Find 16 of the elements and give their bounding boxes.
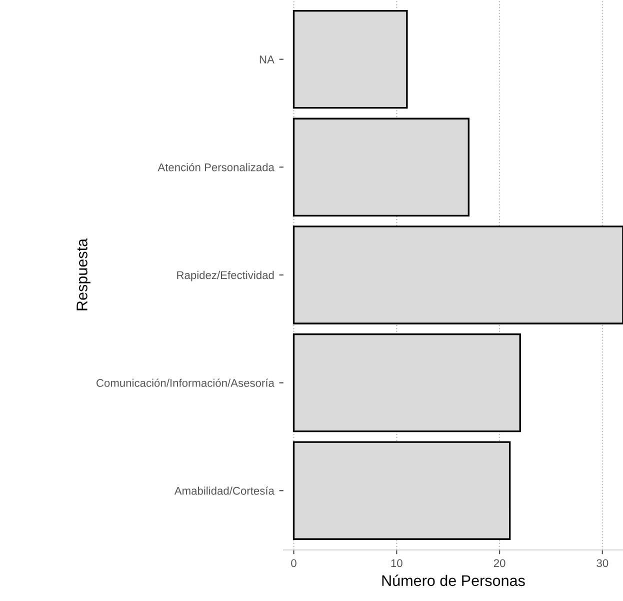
- x-axis-title: Número de Personas: [382, 574, 525, 586]
- bar: [292, 10, 408, 109]
- x-tick-label: 20: [494, 559, 506, 568]
- x-tick-label: 30: [596, 559, 608, 568]
- y-axis-title: Respuesta: [76, 238, 90, 310]
- x-tick-label: 10: [391, 559, 402, 568]
- bar: [292, 441, 511, 540]
- y-tick-label: Atención Personalizada: [158, 162, 274, 172]
- y-tick-label: Rapidez/Efectividad: [177, 270, 274, 282]
- bar: [292, 333, 521, 432]
- y-tick-label: NA: [260, 56, 274, 64]
- bar: [292, 226, 623, 324]
- y-tick-label: Amabilidad/Cortesía: [174, 486, 274, 495]
- y-tick-label: Comunicación/Información/Asesoría: [96, 378, 274, 387]
- x-tick-label: 0: [291, 559, 296, 568]
- bar: [292, 118, 470, 216]
